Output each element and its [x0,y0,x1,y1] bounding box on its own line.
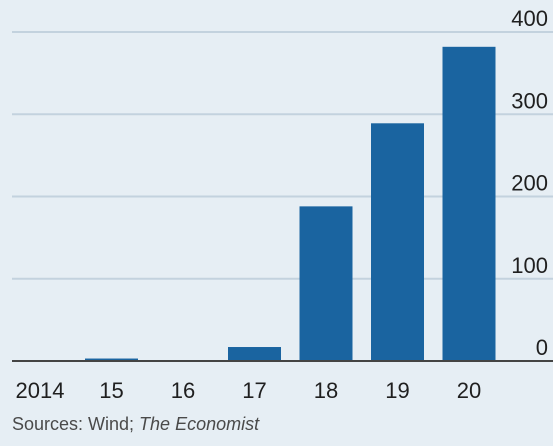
x-axis-ticks: 2014 15 16 17 18 19 20 [16,378,482,403]
bar [228,347,281,361]
y-tick-label: 400 [511,6,548,31]
bar [442,46,496,362]
bar [299,206,353,361]
x-tick-label: 18 [314,378,338,403]
y-tick-label: 100 [511,253,548,278]
source-prefix: Sources: Wind; [12,414,140,434]
x-tick-label: 17 [242,378,266,403]
x-tick-label: 15 [99,378,123,403]
y-tick-label: 200 [511,171,548,196]
x-tick-label: 20 [457,378,481,403]
y-axis-ticks: 0 100 200 300 400 [511,6,548,360]
y-tick-label: 300 [511,88,548,113]
bar [371,123,424,361]
x-tick-label: 2014 [16,378,65,403]
bar [85,358,138,361]
y-tick-label: 0 [536,335,548,360]
source-note: Sources: Wind; The Economist [12,414,259,435]
bars [13,46,496,362]
source-publication: The Economist [139,414,260,434]
x-tick-label: 19 [385,378,409,403]
x-tick-label: 16 [171,378,195,403]
